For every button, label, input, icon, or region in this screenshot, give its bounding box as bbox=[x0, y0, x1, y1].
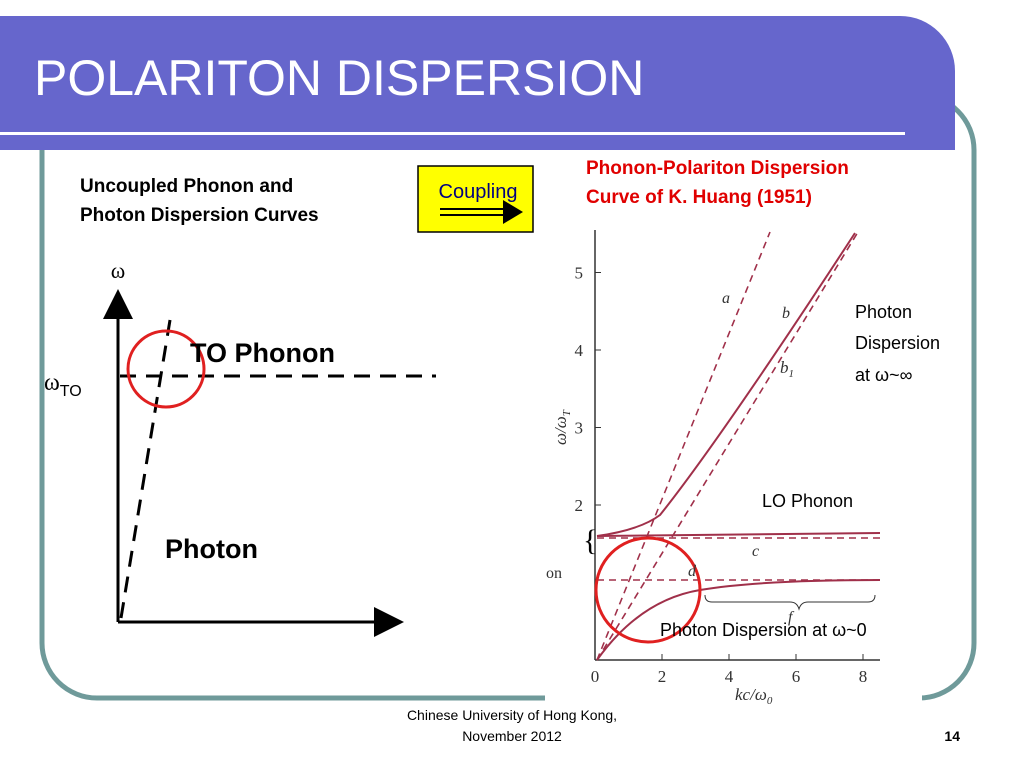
annotation: Photon bbox=[855, 302, 912, 322]
x-tick-label: 4 bbox=[725, 667, 734, 686]
y-tick-label: 4 bbox=[575, 341, 584, 360]
curve-label: b bbox=[782, 305, 790, 322]
upper-branch bbox=[596, 232, 856, 537]
x-axis-label: kc/ω0 bbox=[735, 685, 773, 707]
footer: November 2012 bbox=[462, 728, 562, 744]
y-tick-label: 5 bbox=[575, 264, 584, 283]
crossing-circle bbox=[594, 536, 702, 644]
x-tick-label: 0 bbox=[591, 667, 600, 686]
y-tick-label: 3 bbox=[575, 419, 584, 438]
x-tick-label: 8 bbox=[859, 667, 868, 686]
left-heading: Photon Dispersion Curves bbox=[80, 205, 319, 226]
y-axis-label: ω/ωT bbox=[551, 409, 573, 445]
page-number: 14 bbox=[944, 728, 960, 744]
left-heading: Uncoupled Phonon and bbox=[80, 176, 293, 197]
y-tick-label: 2 bbox=[575, 496, 584, 515]
to-phonon-label: TO Phonon bbox=[190, 338, 335, 368]
line-a bbox=[596, 231, 771, 661]
right-heading: Curve of K. Huang (1951) bbox=[586, 187, 812, 208]
x-tick-label: 2 bbox=[658, 667, 667, 686]
title-underline bbox=[0, 132, 905, 135]
omega-subscript: TO bbox=[60, 383, 82, 400]
title-bar bbox=[0, 16, 955, 150]
coupling-label: Coupling bbox=[439, 181, 518, 203]
right-heading: Phonon-Polariton Dispersion bbox=[586, 158, 849, 179]
curve-label: c bbox=[752, 543, 759, 560]
footer: Chinese University of Hong Kong, bbox=[407, 707, 617, 723]
y-axis-label-subscript: T bbox=[561, 409, 573, 416]
annotation: at ω~∞ bbox=[855, 365, 913, 385]
annotation: Photon Dispersion at ω~0 bbox=[660, 620, 867, 640]
curve-label-subscript: 1 bbox=[789, 368, 795, 380]
brace-f bbox=[704, 594, 876, 611]
curve-label-text: b bbox=[780, 358, 789, 377]
curve-label: b1 bbox=[780, 358, 794, 380]
omega-label: ω bbox=[111, 258, 125, 283]
curve-label: f bbox=[788, 609, 795, 626]
lo-line bbox=[596, 532, 881, 537]
curve-label: on bbox=[546, 565, 562, 582]
curve-label: d bbox=[688, 563, 697, 580]
coupling-box bbox=[417, 165, 534, 233]
omega-to-label: ωTO bbox=[44, 370, 82, 400]
annotation: LO Phonon bbox=[762, 491, 853, 511]
x-axis-label-subscript: 0 bbox=[767, 695, 773, 707]
annotation: Dispersion bbox=[855, 333, 940, 353]
x-tick-label: 6 bbox=[792, 667, 801, 686]
x-axis-label-text: kc/ω bbox=[735, 685, 767, 704]
arrow-head bbox=[503, 200, 523, 224]
omega-symbol: ω bbox=[44, 370, 60, 396]
crossing-circle bbox=[126, 329, 206, 409]
y-axis-label-text: ω/ω bbox=[551, 416, 570, 445]
curve-label: a bbox=[722, 290, 730, 307]
figure: { bbox=[583, 230, 881, 661]
brace-left: { bbox=[583, 524, 597, 557]
figure-background bbox=[545, 222, 922, 708]
title: POLARITON DISPERSION bbox=[34, 50, 644, 106]
photon-label: Photon bbox=[165, 534, 258, 564]
